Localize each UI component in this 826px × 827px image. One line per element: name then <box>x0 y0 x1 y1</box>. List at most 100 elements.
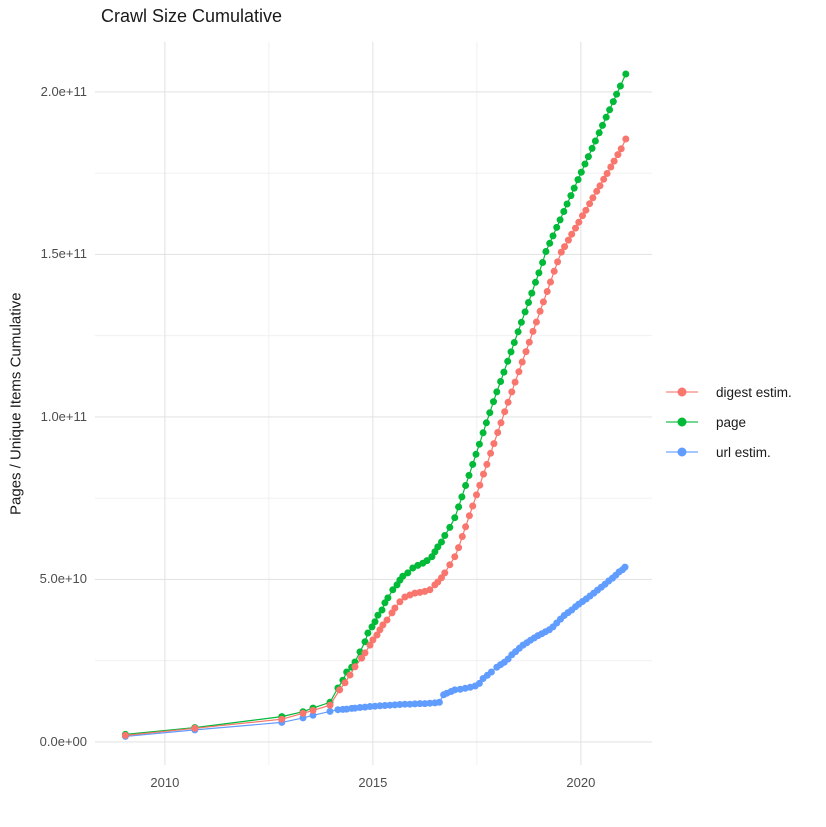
data-point <box>525 299 532 306</box>
y-tick-label: 0.0e+00 <box>39 733 87 749</box>
y-tick-label: 1.0e+11 <box>40 408 87 424</box>
data-point <box>383 616 391 624</box>
series-line-digest-estim <box>125 138 627 736</box>
data-point <box>278 715 286 723</box>
data-point <box>421 700 429 708</box>
y-tick-label: 1.5e+11 <box>40 246 87 262</box>
data-point <box>567 192 575 200</box>
data-point <box>381 702 389 709</box>
data-point <box>539 259 547 266</box>
data-point <box>501 408 509 416</box>
x-tick-label: 2010 <box>150 775 180 790</box>
series-digest-estim <box>121 135 630 739</box>
data-point <box>497 378 505 385</box>
data-point <box>451 686 459 694</box>
data-point <box>609 98 617 106</box>
data-point <box>547 278 554 286</box>
data-point <box>451 553 459 561</box>
data-point <box>582 206 590 214</box>
data-point <box>361 649 369 657</box>
data-point <box>121 731 129 739</box>
data-point <box>434 543 442 551</box>
data-point <box>473 491 480 499</box>
legend-item-label: url estim. <box>716 444 771 460</box>
data-point <box>465 512 473 520</box>
data-point <box>326 701 334 709</box>
legend-key-dot <box>677 447 687 457</box>
data-point <box>574 176 582 184</box>
data-point <box>486 409 494 417</box>
data-point <box>334 706 342 714</box>
data-point <box>593 187 601 195</box>
data-point <box>584 153 592 161</box>
data-point <box>607 163 615 171</box>
data-point <box>510 339 518 346</box>
data-point <box>435 698 443 706</box>
data-point <box>529 327 537 335</box>
data-point <box>528 289 536 297</box>
data-point <box>374 611 382 619</box>
data-point <box>588 144 596 152</box>
data-point <box>595 129 603 137</box>
data-point <box>570 184 578 192</box>
data-point <box>396 598 404 606</box>
data-point <box>462 482 470 489</box>
data-point <box>458 493 466 501</box>
data-point <box>575 218 583 226</box>
data-point <box>525 338 533 346</box>
data-point <box>472 450 480 458</box>
data-point <box>508 388 516 396</box>
data-point <box>487 668 495 676</box>
data-point <box>399 572 407 580</box>
data-point <box>617 145 625 153</box>
data-point <box>577 168 585 176</box>
legend-key-icon <box>666 417 698 427</box>
data-point <box>373 631 381 639</box>
data-point <box>376 702 384 710</box>
data-point <box>517 318 525 326</box>
data-point <box>546 239 554 247</box>
data-point <box>423 557 431 565</box>
data-point <box>610 157 618 165</box>
data-point <box>507 348 515 356</box>
data-point <box>536 307 544 315</box>
data-point <box>539 298 547 306</box>
data-point <box>581 160 589 168</box>
legend: digest estim. page url estim. <box>664 377 792 467</box>
data-point <box>446 523 454 531</box>
data-point <box>535 269 543 277</box>
data-point <box>401 700 409 708</box>
legend-key-dot <box>677 387 687 397</box>
data-point <box>438 574 445 582</box>
data-point <box>532 278 539 286</box>
legend-key-icon <box>666 447 698 457</box>
data-point <box>616 82 624 90</box>
data-point <box>479 429 487 437</box>
data-point <box>561 243 569 251</box>
data-point <box>553 223 561 231</box>
data-point <box>614 151 622 159</box>
data-point <box>465 471 473 479</box>
data-point <box>391 701 399 709</box>
data-point <box>389 586 397 594</box>
data-point <box>386 701 394 709</box>
data-point <box>542 248 550 255</box>
data-point <box>599 121 606 129</box>
data-point <box>458 533 466 540</box>
data-point <box>309 706 317 714</box>
data-point <box>504 357 512 365</box>
legend-item-url-estim: url estim. <box>664 437 792 467</box>
data-point <box>341 679 349 687</box>
legend-item-digest-estim: digest estim. <box>664 377 792 407</box>
data-point <box>361 638 369 646</box>
legend-item-page: page <box>664 407 792 437</box>
y-tick-label: 2.0e+11 <box>40 83 87 99</box>
data-point <box>351 663 359 671</box>
data-point <box>299 709 307 717</box>
data-point <box>455 503 463 511</box>
data-point <box>469 460 477 468</box>
plot-panel <box>95 42 652 765</box>
data-point <box>493 388 501 396</box>
data-point <box>572 224 579 232</box>
